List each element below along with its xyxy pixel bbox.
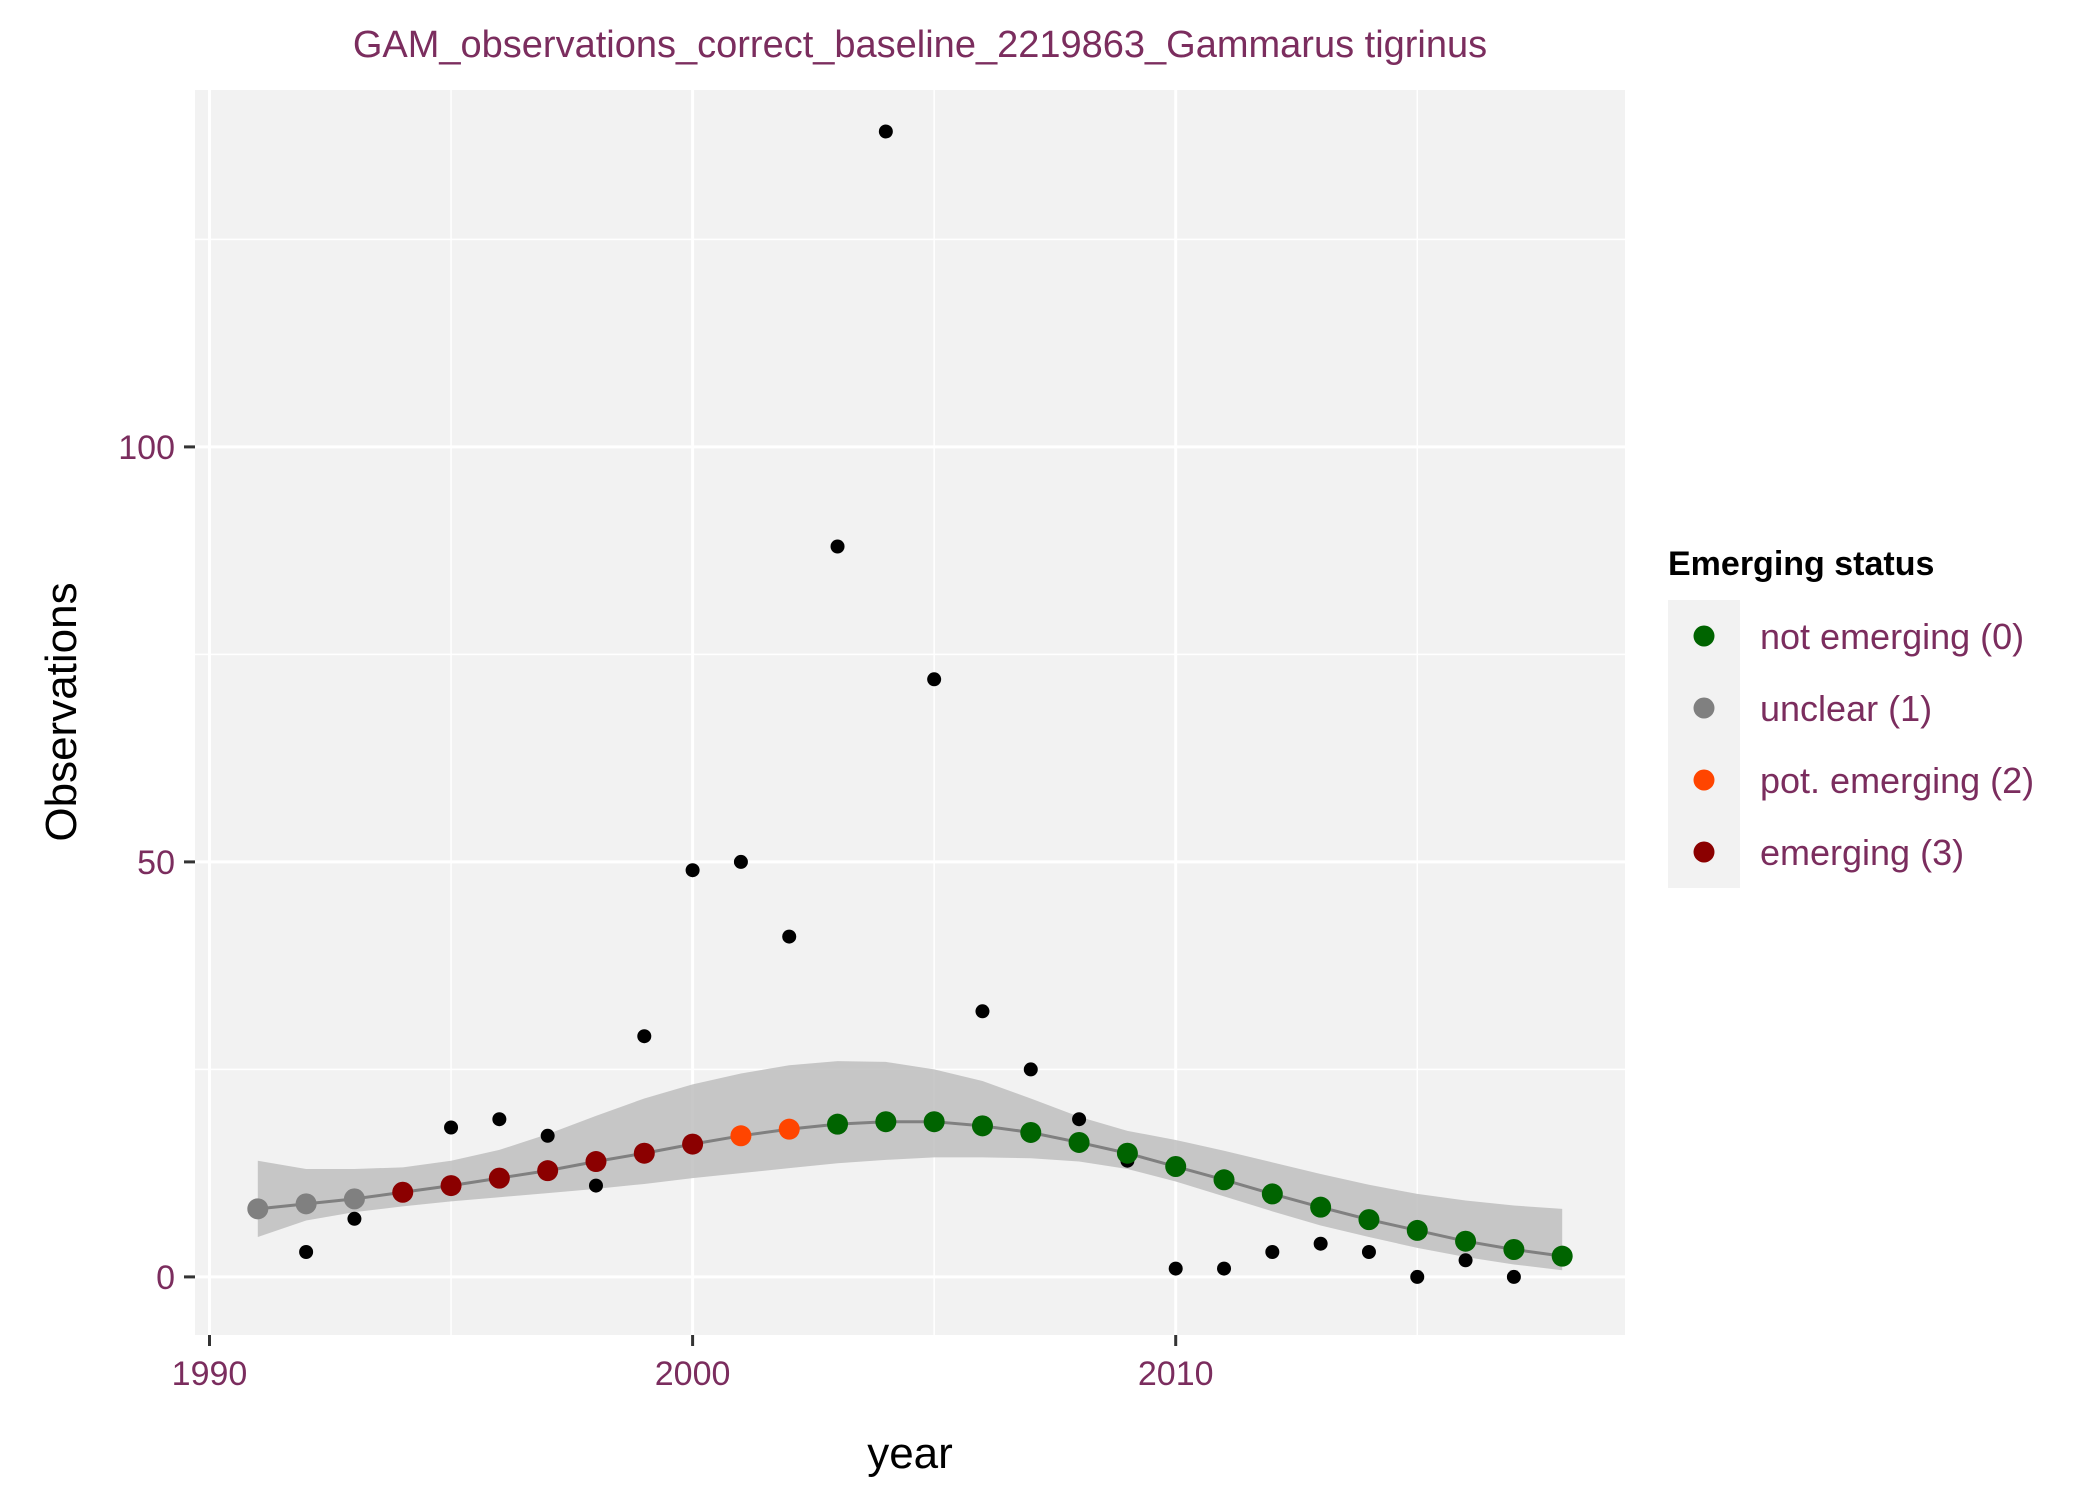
observed-point [1361, 1245, 1376, 1259]
observed-point [1313, 1236, 1328, 1251]
observed-point [347, 1211, 362, 1226]
fit-point [585, 1151, 607, 1173]
observed-point [1217, 1261, 1232, 1276]
fit-point [923, 1111, 945, 1133]
fit-point [1068, 1131, 1090, 1153]
x-axis: 1990 2000 2010 [172, 1335, 1214, 1393]
observed-point [540, 1128, 555, 1143]
major-gridlines [195, 90, 1625, 1335]
y-axis-title: Observations [37, 582, 86, 841]
observed-point [492, 1112, 507, 1127]
fit-point [537, 1160, 559, 1182]
fit-point [1503, 1239, 1525, 1261]
observed-point [782, 929, 797, 944]
y-tick-label: 100 [118, 429, 175, 467]
x-tick-label: 2000 [655, 1355, 731, 1393]
fit-point [1116, 1142, 1138, 1164]
observed-point [299, 1245, 314, 1259]
observed-point [927, 672, 942, 687]
y-tick-label: 0 [156, 1259, 175, 1297]
legend-entries: not emerging (0) unclear (1) pot. emerging… [1693, 616, 2034, 873]
fit-point [1455, 1230, 1477, 1252]
observed-point [588, 1178, 603, 1193]
fit-point [488, 1167, 510, 1189]
observed-point [1410, 1269, 1425, 1284]
fit-point [1358, 1209, 1380, 1231]
fit-point [247, 1198, 269, 1220]
fit-point [343, 1188, 365, 1210]
fit-point [1261, 1183, 1283, 1205]
fit-point [295, 1193, 317, 1215]
gam-fit-line [257, 1120, 1563, 1258]
fit-point [1213, 1169, 1235, 1191]
fit-point [827, 1113, 849, 1135]
fit-point [875, 1111, 897, 1133]
legend-key-background [1668, 600, 1740, 888]
legend-key [1693, 697, 1715, 719]
fit-point [440, 1175, 462, 1197]
x-tick-label: 1990 [172, 1355, 248, 1393]
fit-point [633, 1142, 655, 1164]
observed-point [878, 124, 893, 139]
fit-point [1020, 1121, 1042, 1143]
legend-label: not emerging (0) [1760, 616, 2024, 657]
observed-point [1506, 1269, 1521, 1284]
observed-point [1168, 1261, 1183, 1276]
observed-point [975, 1004, 990, 1019]
observed-point [830, 539, 845, 554]
legend: Emerging status not emerging (0) unclear … [1668, 545, 2034, 888]
observed-point [1072, 1112, 1087, 1127]
x-axis-title: year [867, 1429, 953, 1478]
fit-point [682, 1133, 704, 1155]
observed-point [444, 1120, 459, 1135]
legend-label: unclear (1) [1760, 688, 1932, 729]
legend-title: Emerging status [1668, 545, 1934, 583]
chart-title: GAM_observations_correct_baseline_221986… [353, 24, 1487, 66]
legend-key [1693, 841, 1715, 863]
observed-point [1023, 1062, 1038, 1077]
fit-point [778, 1118, 800, 1140]
gam-fit-points [247, 1111, 1573, 1267]
x-tick-label: 2010 [1138, 1355, 1214, 1393]
fit-point [1551, 1245, 1573, 1267]
observed-point [637, 1029, 652, 1044]
y-tick-label: 50 [137, 844, 175, 882]
fit-point [1406, 1219, 1428, 1241]
observed-point [1265, 1245, 1280, 1259]
fit-point [1165, 1156, 1187, 1178]
observed-point [685, 863, 700, 878]
fit-point [730, 1125, 752, 1147]
legend-key [1693, 769, 1715, 791]
legend-key [1693, 625, 1715, 647]
y-axis: 0 50 100 [118, 429, 195, 1297]
legend-label: emerging (3) [1760, 832, 1964, 873]
fit-point [1310, 1196, 1332, 1218]
fit-point [392, 1181, 414, 1203]
observed-point [733, 854, 748, 869]
confidence-band [257, 1061, 1563, 1271]
legend-label: pot. emerging (2) [1760, 760, 2034, 801]
fit-point [971, 1115, 993, 1137]
observed-point [1458, 1253, 1473, 1268]
